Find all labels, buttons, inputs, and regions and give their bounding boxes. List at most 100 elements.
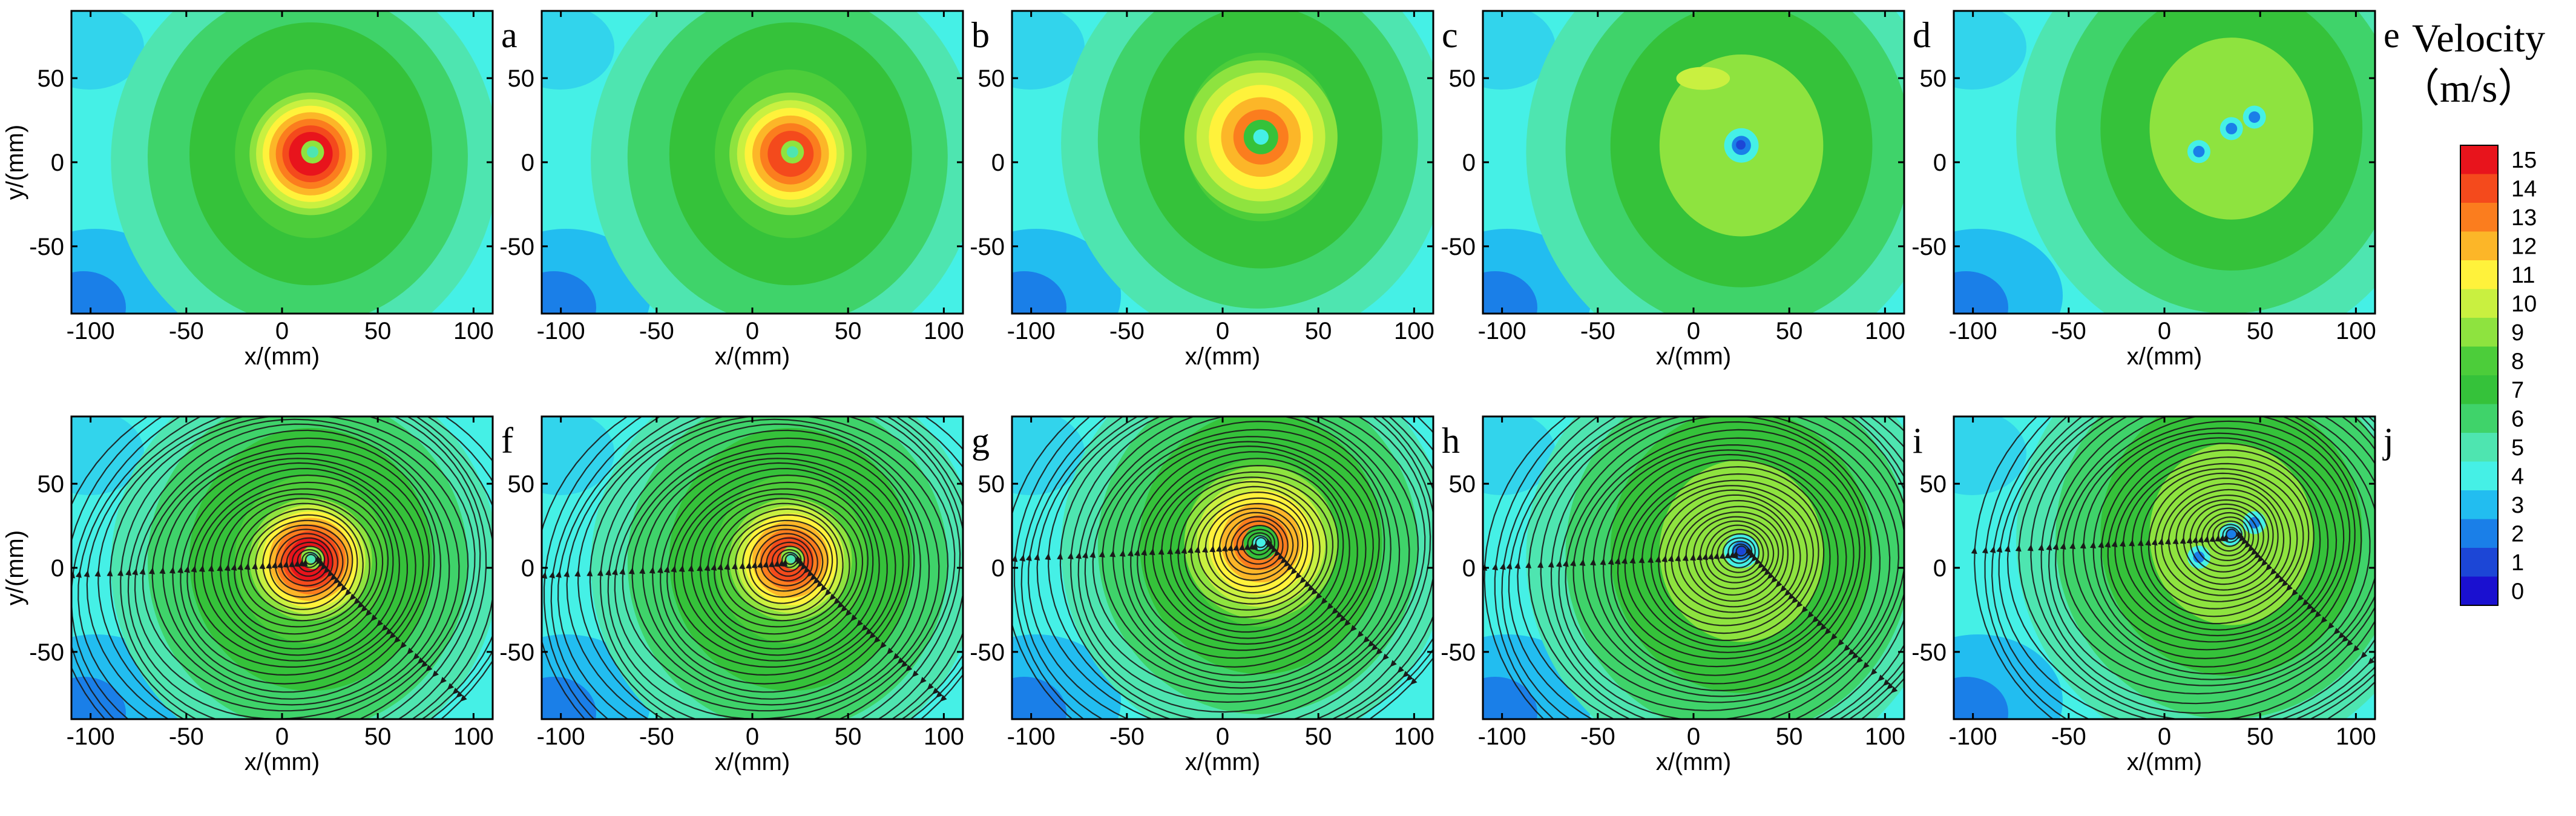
- streamline-arrow-icon: [2274, 572, 2281, 580]
- streamline-arrow-icon: [376, 619, 384, 627]
- streamline-arrow-icon: [1990, 546, 1996, 553]
- streamline-arrow-icon: [1819, 624, 1827, 631]
- streamline-arrow-icon: [208, 564, 214, 572]
- streamline: [1602, 449, 1855, 676]
- legend-tick-label: 12: [2511, 234, 2537, 259]
- streamline-arrow-icon: [1729, 551, 1735, 559]
- streamline-arrow-icon: [912, 670, 919, 677]
- streamline-arrow-icon: [1300, 576, 1307, 584]
- streamline: [566, 416, 963, 719]
- contour-patch-low: [1954, 416, 2026, 495]
- contour-patch-low: [1954, 677, 2008, 719]
- x-tick-label: 0: [746, 318, 759, 344]
- streamline: [220, 493, 384, 643]
- streamline-arrow-icon: [798, 560, 805, 567]
- streamline-arrow-icon: [1280, 557, 1287, 564]
- streamline: [2147, 472, 2298, 610]
- streamline-arrow-icon: [564, 570, 570, 577]
- streamline: [1484, 416, 1904, 719]
- streamline-arrow-icon: [1791, 596, 1799, 604]
- streamline-arrow-icon: [1608, 558, 1614, 565]
- y-axis-label: y/(mm): [2, 530, 28, 605]
- x-tick-label: 100: [453, 723, 494, 750]
- streamline-arrow-icon: [271, 561, 278, 569]
- streamline-arrow-icon: [897, 657, 904, 664]
- streamline-arrow-icon: [1525, 561, 1532, 569]
- streamline-arrow-icon: [1233, 544, 1240, 551]
- streamline: [1641, 479, 1819, 642]
- streamline: [599, 418, 949, 719]
- streamline-arrow-icon: [1367, 640, 1375, 648]
- streamline: [2161, 483, 2285, 596]
- streamline: [1565, 421, 1881, 703]
- streamline-arrow-icon: [803, 567, 810, 574]
- contour-field-i: [1483, 416, 1904, 719]
- streamline-arrow-icon: [2215, 535, 2221, 542]
- panel-letter: g: [971, 421, 990, 461]
- x-tick-label: 100: [2336, 318, 2376, 344]
- x-tick-label: 50: [1776, 318, 1803, 344]
- streamline-arrow-icon: [426, 665, 433, 672]
- contour-field-g: [542, 416, 963, 719]
- streamline-arrow-icon: [349, 593, 356, 600]
- y-tick-label: -50: [1441, 639, 1476, 666]
- streamline-arrow-icon: [2120, 539, 2126, 547]
- streamline-arrow-icon: [117, 569, 123, 576]
- streamline-arrow-icon: [778, 559, 785, 567]
- streamline-arrow-icon: [932, 687, 939, 695]
- streamline-arrow-icon: [1837, 639, 1844, 647]
- streamline-arrow-icon: [1890, 686, 1898, 694]
- legend-swatch-1: [2460, 548, 2498, 577]
- x-tick-label: 50: [835, 723, 862, 750]
- streamline-arrow-icon: [1621, 557, 1628, 564]
- contour-patch-high: [1676, 67, 1730, 90]
- streamline-arrow-icon: [1174, 547, 1181, 554]
- streamline: [1592, 444, 1861, 685]
- streamline: [1685, 511, 1784, 602]
- streamline-arrow-icon: [399, 642, 407, 649]
- panel-h: -100 -50 0 50 100 50 0 -50 x/(mm) h: [970, 415, 1460, 775]
- streamline: [682, 481, 874, 656]
- streamline-arrow-icon: [1270, 546, 1278, 554]
- legend-swatch-9: [2460, 318, 2498, 347]
- streamline-arrow-icon: [2158, 538, 2164, 545]
- streamline-arrow-icon: [320, 563, 327, 571]
- streamline-arrow-icon: [199, 565, 205, 573]
- streamline-arrow-icon: [432, 670, 439, 677]
- streamline-arrow-icon: [2257, 555, 2264, 563]
- streamline-arrow-icon: [1882, 679, 1890, 686]
- x-tick-label: 50: [2247, 723, 2274, 750]
- legend-swatch-5: [2460, 433, 2498, 462]
- vortex-eye: [2226, 528, 2238, 540]
- streamline-arrow-icon: [298, 559, 305, 567]
- streamline-arrow-icon: [1149, 548, 1155, 556]
- panels-group: -100 -50 0 50 100 50 0 -50 x/(mm) y/(mm) a -100 -50 0…: [2, 10, 2400, 775]
- streamline: [1218, 512, 1294, 581]
- streamline: [162, 452, 430, 693]
- streamline: [1974, 416, 2375, 719]
- x-tick-label: 0: [2158, 723, 2171, 750]
- streamline-arrow-icon: [605, 568, 611, 576]
- streamline: [97, 416, 481, 719]
- contour-patch-low: [1483, 416, 1556, 495]
- streamline-arrow-icon: [1119, 550, 1126, 557]
- streamline-arrow-icon: [177, 566, 183, 574]
- streamline-arrow-icon: [1201, 545, 1208, 553]
- streamline-arrow-icon: [1227, 544, 1234, 551]
- streamline-arrow-icon: [1764, 568, 1771, 576]
- streamline-arrow-icon: [1629, 556, 1636, 564]
- legend-tick-label: 11: [2511, 263, 2535, 288]
- streamline-arrow-icon: [1276, 553, 1284, 561]
- streamline-arrow-icon: [1187, 546, 1194, 554]
- streamline-arrow-icon: [357, 601, 364, 608]
- streamline-arrow-icon: [2306, 603, 2313, 610]
- panel-letter: d: [1913, 15, 1931, 55]
- streamline-arrow-icon: [1707, 553, 1714, 560]
- streamline-arrow-icon: [1390, 660, 1397, 667]
- streamline-arrow-icon: [1648, 556, 1654, 563]
- streamline-arrow-icon: [1181, 547, 1188, 554]
- streamline-arrow-icon: [2129, 539, 2135, 547]
- streamline-arrow-icon: [1696, 553, 1703, 561]
- streamline: [2201, 512, 2254, 562]
